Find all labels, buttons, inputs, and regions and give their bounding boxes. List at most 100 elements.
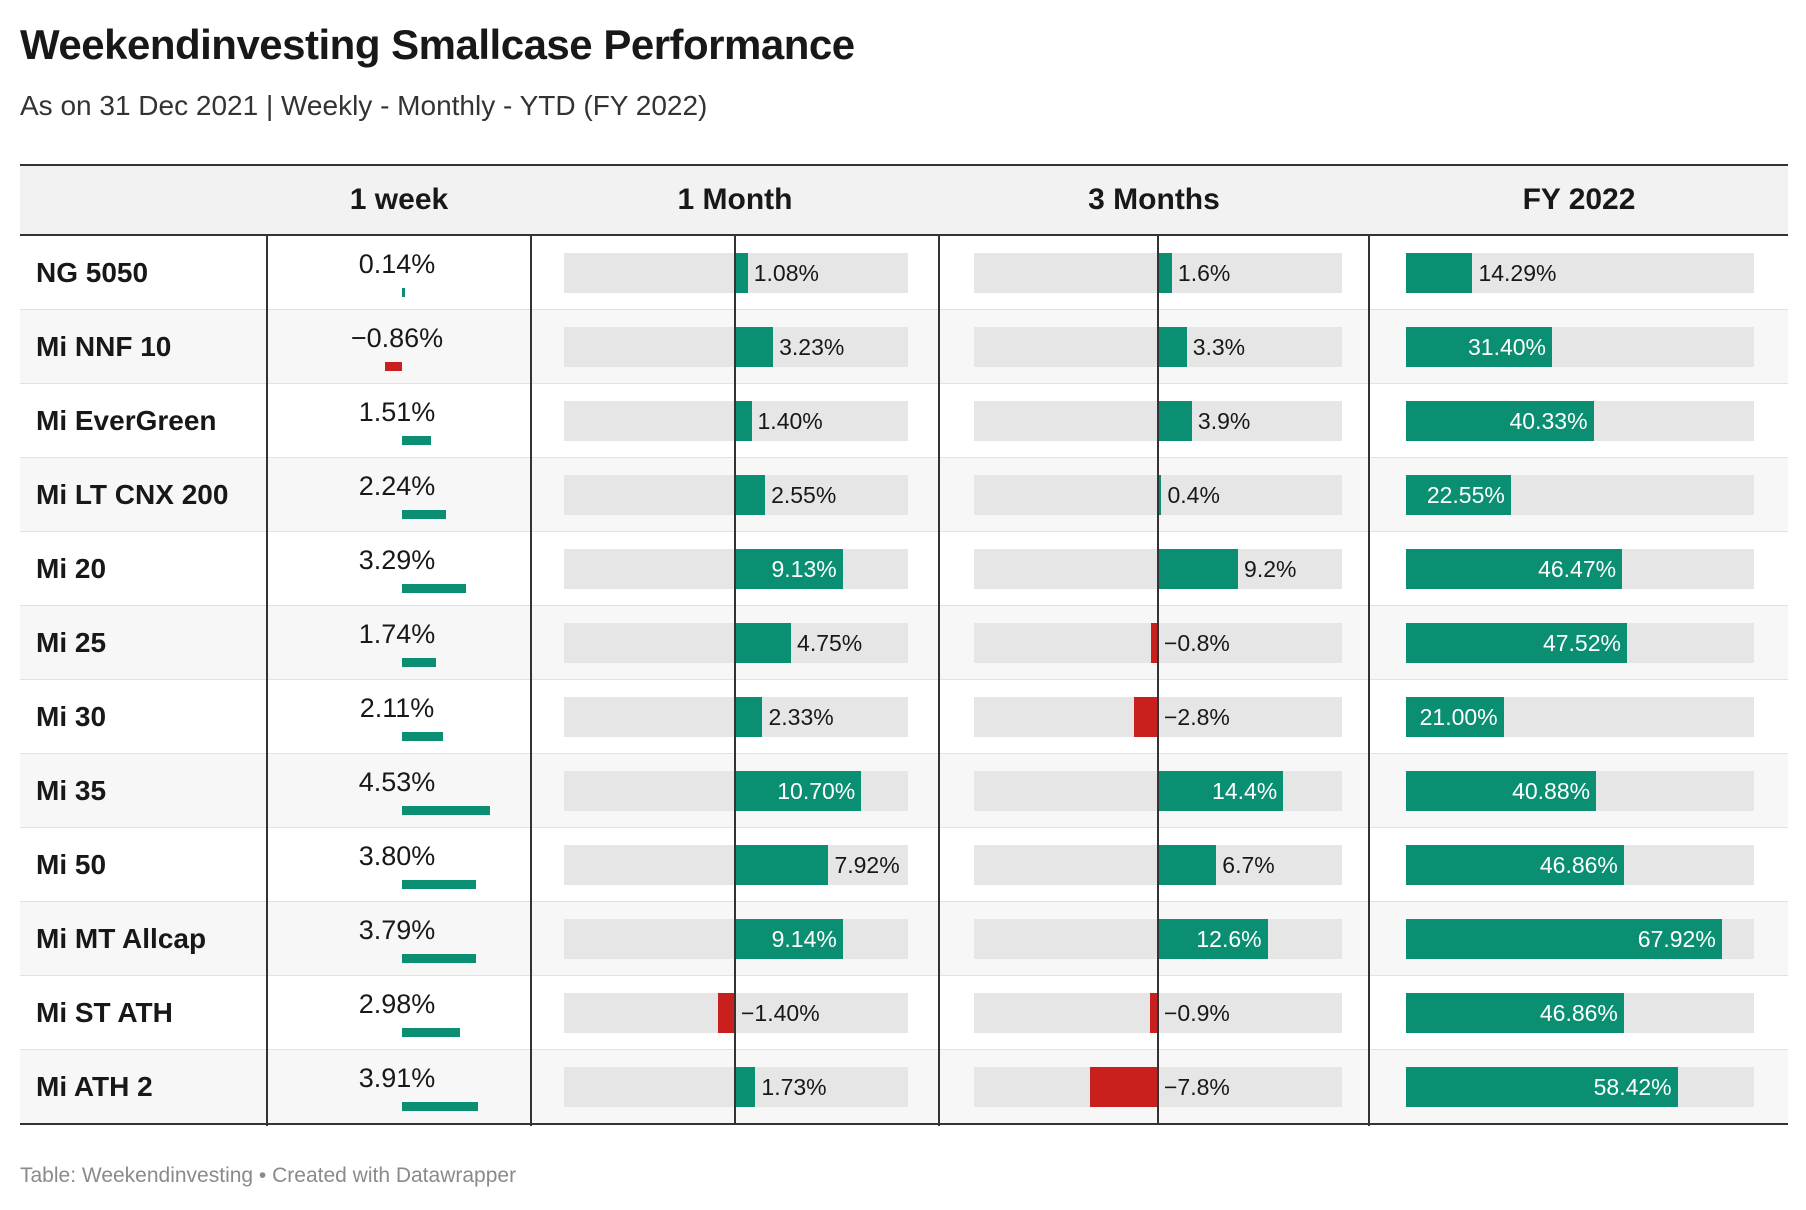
row-name: Mi ST ATH	[36, 997, 173, 1028]
table-row: Mi 50 3.80% 7.92% 6.7% 46.86%	[20, 828, 1788, 902]
3-months-bar	[1158, 475, 1162, 515]
row-name: Mi LT CNX 200	[36, 479, 229, 510]
month-zero-line	[734, 236, 736, 310]
month-zero-line	[734, 1050, 736, 1124]
column-divider	[938, 236, 940, 1126]
week-bar	[402, 436, 432, 445]
3-months-zero-line	[1157, 606, 1159, 680]
month-value-label: 3.23%	[779, 334, 845, 360]
week-bar	[402, 880, 477, 889]
month-value-label: 9.14%	[771, 926, 837, 952]
table-row: Mi EverGreen 1.51% 1.40% 3.9% 40.33%	[20, 384, 1788, 458]
month-bar	[735, 697, 763, 737]
month-value-label: 10.70%	[777, 778, 856, 804]
fy-bar	[1406, 623, 1627, 663]
fy-bar	[1406, 401, 1594, 441]
3-months-value-label: 9.2%	[1244, 556, 1297, 582]
3-months-zero-line	[1157, 680, 1159, 754]
week-bar	[385, 362, 402, 371]
month-zero-line	[734, 310, 736, 384]
fy-bar	[1406, 919, 1722, 959]
month-value-label: 2.33%	[768, 704, 834, 730]
month-bar	[735, 919, 843, 959]
table-row: Mi NNF 10 −0.86% 3.23% 3.3% 31.40%	[20, 310, 1788, 384]
fy-bar	[1406, 475, 1511, 515]
3-months-zero-line	[1157, 458, 1159, 532]
column-divider	[1368, 236, 1370, 1126]
fy-value-label: 46.86%	[1539, 852, 1618, 878]
3-months-zero-line	[1157, 532, 1159, 606]
3-months-value-label: 3.3%	[1192, 334, 1246, 360]
week-bar	[402, 954, 476, 963]
column-divider	[530, 236, 532, 1126]
table-row: Mi LT CNX 200 2.24% 2.55% 0.4% 22.55%	[20, 458, 1788, 532]
row-name: Mi MT Allcap	[36, 923, 207, 954]
week-bar	[402, 658, 436, 667]
chart-subtitle: As on 31 Dec 2021 | Weekly - Monthly - Y…	[20, 90, 708, 121]
3-months-bar	[1151, 623, 1158, 663]
month-zero-line	[734, 754, 736, 828]
3-months-zero-line	[1157, 1050, 1159, 1124]
week-value-label: 1.74%	[358, 619, 436, 649]
3-months-bar	[1158, 549, 1239, 589]
week-value-label: 2.98%	[358, 989, 436, 1019]
month-zero-line	[734, 384, 736, 458]
fy-bar	[1406, 1067, 1678, 1107]
month-value-label: 7.92%	[834, 852, 900, 878]
3-months-value-label: 14.4%	[1212, 778, 1278, 804]
fy-bar	[1406, 253, 1473, 293]
month-zero-line	[734, 828, 736, 902]
week-bar	[402, 732, 444, 741]
week-value-label: 3.91%	[358, 1063, 436, 1093]
month-value-label: 1.08%	[753, 260, 819, 286]
week-bar	[402, 1028, 461, 1037]
3-months-bar	[1158, 919, 1268, 959]
3-months-value-label: −0.8%	[1164, 630, 1230, 656]
week-value-label: 0.14%	[358, 249, 436, 279]
chart-footer: Table: Weekendinvesting • Created with D…	[20, 1164, 517, 1187]
table-row: Mi ATH 2 3.91% 1.73% −7.8% 58.42%	[20, 1050, 1788, 1125]
month-bar	[735, 771, 862, 811]
3-months-zero-line	[1157, 384, 1159, 458]
3-months-value-label: 3.9%	[1197, 408, 1251, 434]
row-name: Mi NNF 10	[36, 331, 172, 362]
row-name: NG 5050	[36, 257, 149, 288]
week-value-label: 2.11%	[359, 693, 435, 723]
month-bar	[735, 475, 766, 515]
table-row: Mi 30 2.11% 2.33% −2.8% 21.00%	[20, 680, 1788, 754]
3-months-bar	[1158, 327, 1187, 367]
header-3-months: 3 Months	[1088, 183, 1220, 216]
week-bar	[402, 806, 491, 815]
row-name: Mi 25	[36, 627, 107, 658]
chart-title: Weekendinvesting Smallcase Performance	[20, 21, 855, 68]
3-months-value-label: 1.6%	[1177, 260, 1231, 286]
3-months-value-label: 12.6%	[1196, 926, 1262, 952]
3-months-zero-line	[1157, 236, 1159, 310]
month-track	[564, 993, 908, 1033]
month-bar	[735, 623, 792, 663]
week-bar	[402, 584, 467, 593]
month-value-label: 4.75%	[797, 630, 863, 656]
3-months-bar	[1158, 253, 1172, 293]
week-value-label: 3.79%	[358, 915, 436, 945]
table-row: Mi ST ATH 2.98% −1.40% −0.9% 46.86%	[20, 976, 1788, 1050]
3-months-zero-line	[1157, 902, 1159, 976]
3-months-value-label: −2.8%	[1164, 704, 1230, 730]
table-row: NG 5050 0.14% 1.08% 1.6% 14.29%	[20, 236, 1788, 310]
month-bar	[718, 993, 735, 1033]
3-months-bar	[1158, 401, 1192, 441]
month-zero-line	[734, 532, 736, 606]
fy-bar	[1406, 327, 1552, 367]
month-zero-line	[734, 458, 736, 532]
3-months-zero-line	[1157, 754, 1159, 828]
fy-value-label: 40.33%	[1509, 408, 1588, 434]
3-months-value-label: −7.8%	[1164, 1074, 1230, 1100]
month-zero-line	[734, 976, 736, 1050]
table-header: 1 week 1 Month 3 Months FY 2022	[20, 164, 1788, 236]
week-value-label: −0.86%	[350, 323, 444, 353]
fy-bar	[1406, 771, 1597, 811]
month-zero-line	[734, 606, 736, 680]
fy-value-label: 58.42%	[1593, 1074, 1672, 1100]
row-name: Mi ATH 2	[36, 1071, 153, 1102]
header-fy-2022: FY 2022	[1522, 183, 1636, 216]
